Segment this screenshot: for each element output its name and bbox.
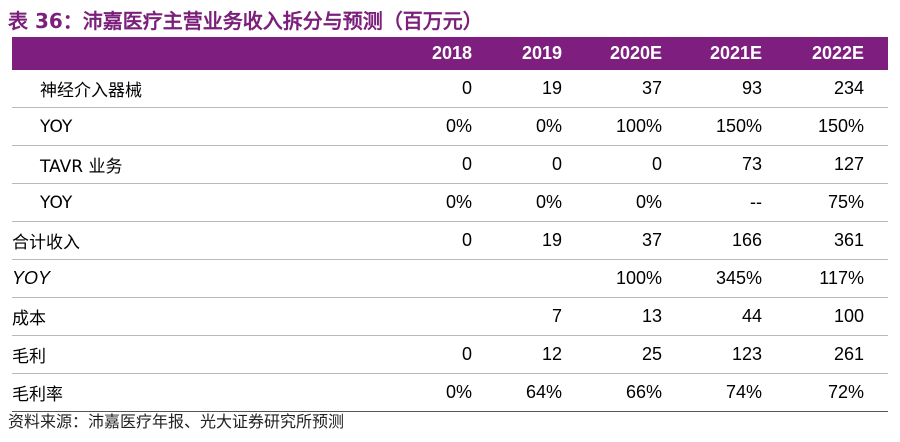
row-label: YOY: [40, 192, 73, 213]
cell: 72%: [827, 382, 864, 402]
cell: 66%: [625, 382, 662, 402]
header-year-2021e: 2021E: [709, 43, 762, 63]
cell: 100%: [615, 116, 662, 136]
row-label: YOY: [12, 268, 51, 288]
cell: 37: [641, 78, 662, 98]
cell: 0: [551, 154, 562, 174]
cell: 7: [551, 306, 562, 326]
cell: 12: [541, 344, 562, 364]
cell: 0%: [445, 382, 472, 402]
table-row: TAVR 业务 0 0 0 73 127: [12, 146, 888, 184]
cell: 150%: [715, 116, 762, 136]
cell: 150%: [817, 116, 864, 136]
table-title: 表 36：沛嘉医疗主营业务收入拆分与预测（百万元）: [8, 9, 483, 33]
table-row: 神经介入器械 0 19 37 93 234: [12, 70, 888, 108]
source-note: 资料来源：沛嘉医疗年报、光大证券研究所预测: [8, 412, 345, 431]
table-row: 合计收入 0 19 37 166 361: [12, 222, 888, 260]
cell: 25: [641, 344, 662, 364]
row-label: 合计收入: [12, 233, 80, 253]
cell: 75%: [827, 192, 864, 212]
cell: 100%: [615, 268, 662, 288]
table-row: 毛利率 0% 64% 66% 74% 72%: [12, 374, 888, 412]
header-year-2018: 2018: [431, 43, 472, 63]
cell: 64%: [525, 382, 562, 402]
cell: 93: [741, 78, 762, 98]
cell: 0%: [535, 116, 562, 136]
cell: 117%: [819, 268, 864, 288]
table-row: YOY 100% 345% 117%: [12, 260, 888, 298]
cell: 0%: [635, 192, 662, 212]
cell: 345%: [715, 268, 762, 288]
cell: 261: [833, 344, 864, 364]
cell: 13: [641, 306, 662, 326]
revenue-forecast-table: 2018 2019 2020E 2021E 2022E 神经介入器械 0 19 …: [12, 37, 888, 412]
cell: 234: [833, 78, 864, 98]
cell: 0: [651, 154, 662, 174]
cell: 0%: [445, 116, 472, 136]
row-label: 成本: [12, 309, 46, 329]
cell: 127: [833, 154, 864, 174]
cell: 123: [731, 344, 762, 364]
cell: 0: [461, 344, 472, 364]
row-label: TAVR 业务: [40, 157, 123, 177]
cell: 37: [641, 230, 662, 250]
cell: 166: [731, 230, 762, 250]
table-row: 毛利 0 12 25 123 261: [12, 336, 888, 374]
cell: 0%: [445, 192, 472, 212]
cell: 19: [541, 78, 562, 98]
row-label: YOY: [40, 116, 73, 137]
cell: 0%: [535, 192, 562, 212]
header-year-2019: 2019: [521, 43, 562, 63]
table-header-row: 2018 2019 2020E 2021E 2022E: [12, 37, 888, 70]
cell: 100: [833, 306, 864, 326]
cell: 44: [741, 306, 762, 326]
table-row: 成本 7 13 44 100: [12, 298, 888, 336]
header-year-2022e: 2022E: [811, 43, 864, 63]
table-row: YOY 0% 0% 100% 150% 150%: [12, 108, 888, 146]
header-year-2020e: 2020E: [609, 43, 662, 63]
row-label: 毛利率: [12, 385, 63, 405]
row-label: 神经介入器械: [40, 81, 142, 101]
cell: 74%: [725, 382, 762, 402]
cell: 0: [461, 154, 472, 174]
table-row: YOY 0% 0% 0% -- 75%: [12, 184, 888, 222]
row-label: 毛利: [12, 347, 46, 367]
cell: 0: [461, 230, 472, 250]
cell: 0: [461, 78, 472, 98]
cell: 361: [833, 230, 864, 250]
cell: 19: [541, 230, 562, 250]
cell: 73: [741, 154, 762, 174]
cell: --: [750, 192, 762, 212]
